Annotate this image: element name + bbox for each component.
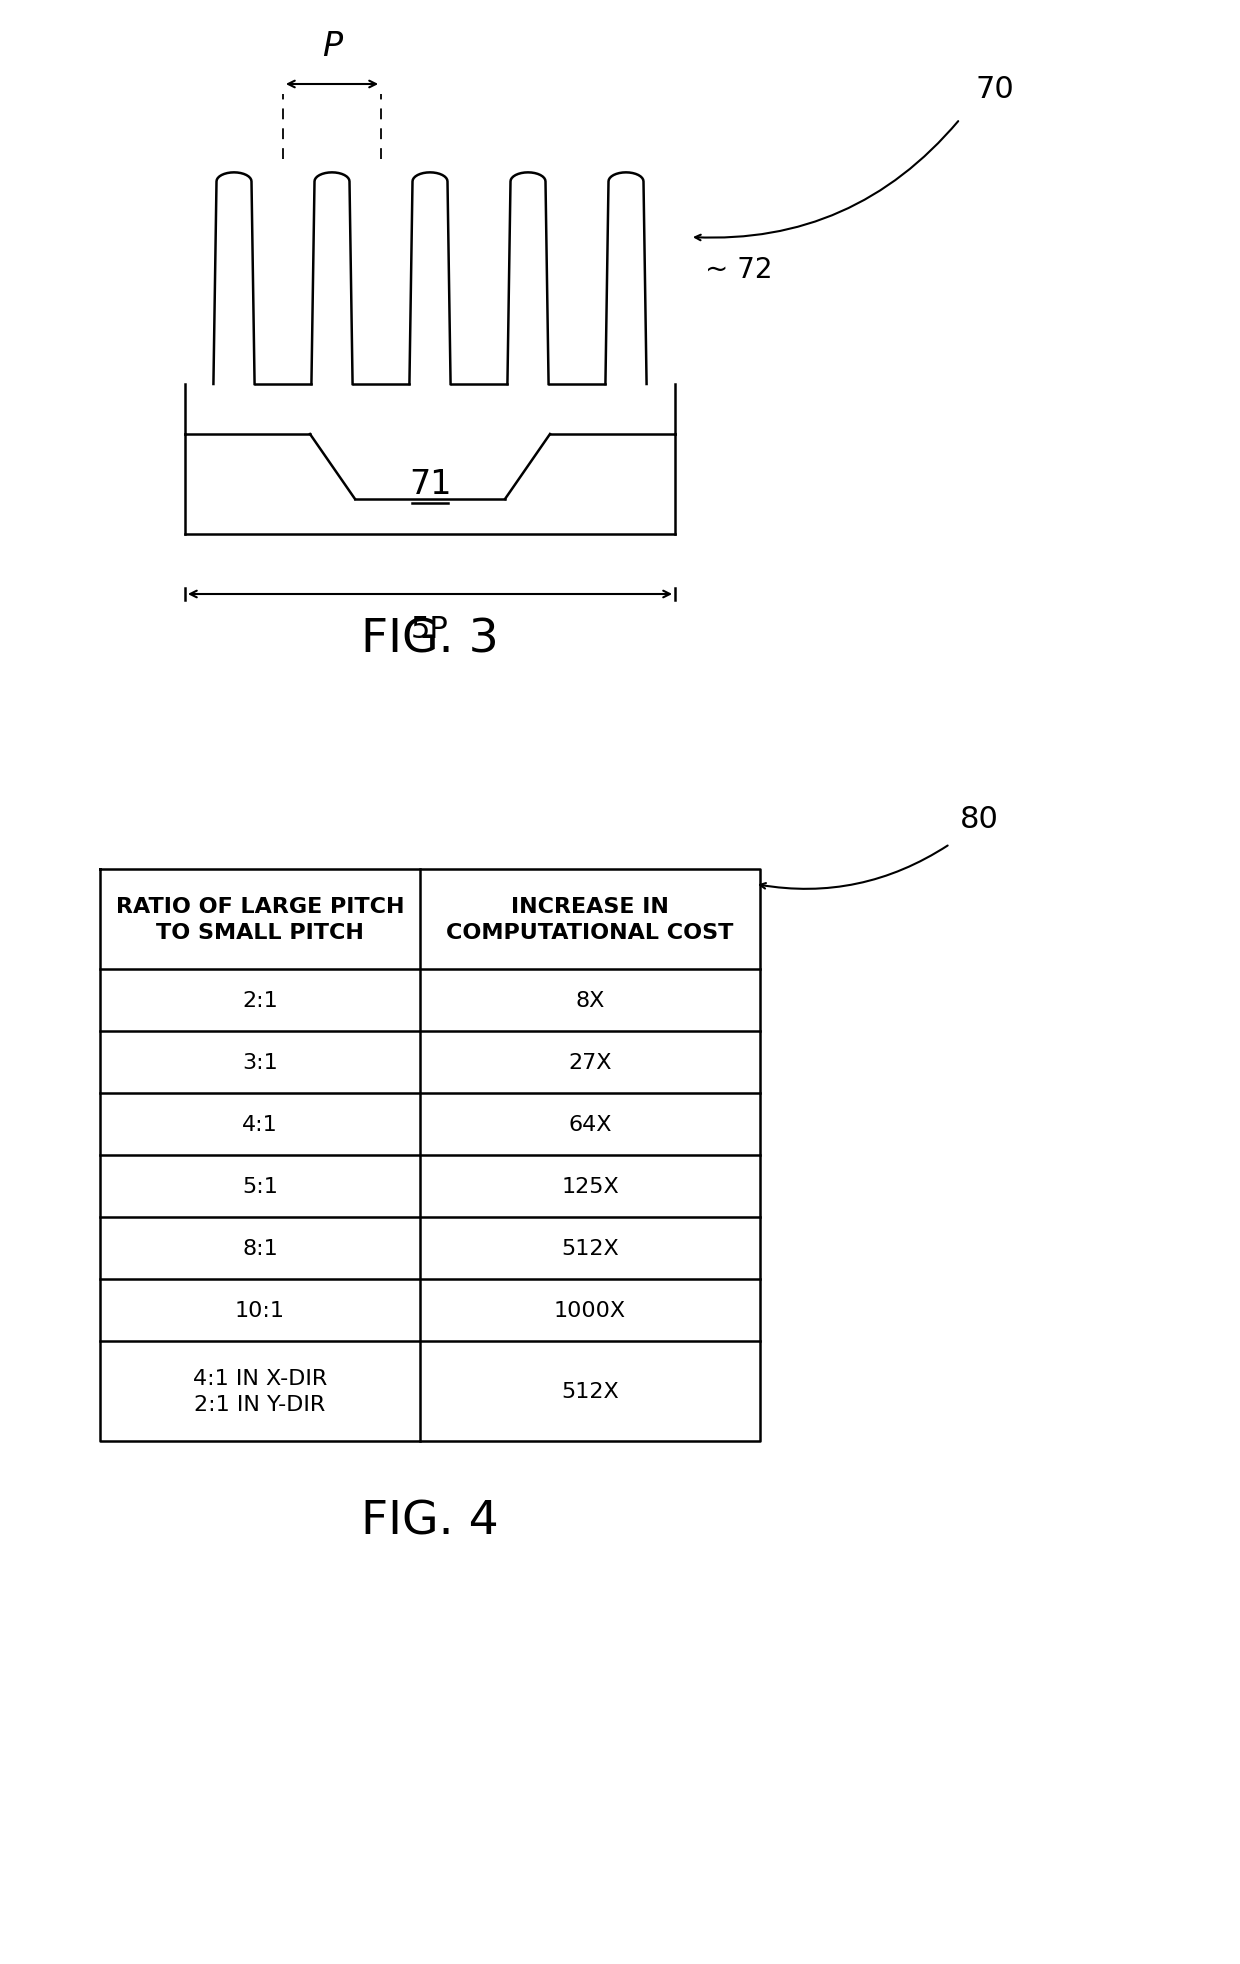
Text: P: P: [322, 31, 342, 63]
Text: INCREASE IN
COMPUTATIONAL COST: INCREASE IN COMPUTATIONAL COST: [446, 896, 734, 943]
Text: 512X: 512X: [562, 1239, 619, 1259]
Text: 125X: 125X: [562, 1176, 619, 1196]
Text: 512X: 512X: [562, 1381, 619, 1400]
Text: 27X: 27X: [568, 1053, 611, 1072]
Text: 8X: 8X: [575, 990, 605, 1011]
Text: 80: 80: [960, 805, 999, 835]
Text: 5:1: 5:1: [242, 1176, 278, 1196]
Text: RATIO OF LARGE PITCH
TO SMALL PITCH: RATIO OF LARGE PITCH TO SMALL PITCH: [115, 896, 404, 943]
Text: 2:1: 2:1: [242, 990, 278, 1011]
Text: ~ 72: ~ 72: [706, 255, 773, 283]
Text: 10:1: 10:1: [236, 1300, 285, 1320]
Text: 70: 70: [975, 75, 1014, 104]
Text: 1000X: 1000X: [554, 1300, 626, 1320]
Text: 71: 71: [409, 467, 451, 501]
Text: FIG. 3: FIG. 3: [361, 617, 498, 662]
Text: 4:1 IN X-DIR
2:1 IN Y-DIR: 4:1 IN X-DIR 2:1 IN Y-DIR: [193, 1369, 327, 1414]
Text: 3:1: 3:1: [242, 1053, 278, 1072]
Text: 5P: 5P: [412, 615, 449, 644]
Text: 4:1: 4:1: [242, 1114, 278, 1135]
Text: 64X: 64X: [568, 1114, 611, 1135]
Text: FIG. 4: FIG. 4: [361, 1499, 498, 1544]
Text: 8:1: 8:1: [242, 1239, 278, 1259]
